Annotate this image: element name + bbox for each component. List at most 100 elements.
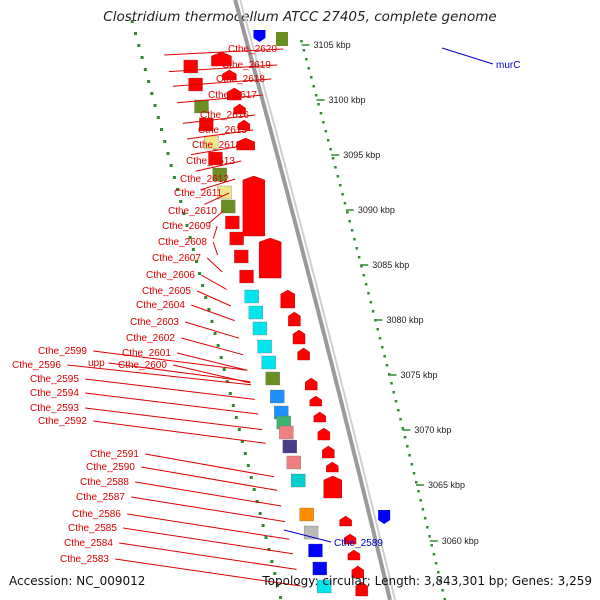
gene-leader-line (206, 257, 223, 273)
gene-feature-box (308, 543, 323, 558)
scale-dot (417, 490, 420, 493)
gene-leader-line (67, 364, 252, 386)
guide-dot (194, 260, 198, 263)
guide-dot (185, 224, 189, 227)
gene-leader-line (108, 362, 251, 383)
gene-leader-line (181, 337, 244, 356)
guide-dot (246, 464, 250, 467)
scale-dot (310, 76, 313, 79)
gene-label-cthe_2588: Cthe_2588 (80, 477, 129, 488)
gene-leader-line (85, 378, 255, 400)
guide-dot (264, 536, 268, 539)
scale-dot (390, 382, 393, 385)
guide-dot (176, 188, 180, 191)
scale-tick-label: 3065 kbp (428, 480, 465, 490)
scale-dot (319, 112, 323, 115)
gene-feature-box (244, 289, 259, 304)
gene-feature-box (217, 185, 232, 200)
scale-dot (343, 202, 347, 205)
scale-dot (302, 49, 306, 52)
backbone-line (233, 0, 392, 600)
gene-leader-line (208, 210, 224, 224)
scale-dot (421, 508, 425, 511)
guide-dot (210, 320, 214, 323)
guide-dot (130, 20, 134, 23)
scale-dot (346, 211, 349, 214)
scale-dot (443, 598, 447, 600)
gene-feature-box (239, 269, 254, 284)
scale-dot (369, 301, 373, 304)
scale-dot (360, 265, 363, 268)
guide-dot (169, 164, 173, 167)
forward-gene-arrow (347, 549, 361, 561)
scale-dot (326, 139, 330, 142)
scale-dot (430, 544, 433, 547)
gene-leader-line (200, 178, 236, 191)
scale-dot (322, 121, 325, 124)
gene-label-cthe_2584: Cthe_2584 (64, 538, 113, 549)
gene-feature-box (299, 507, 314, 522)
guide-dot (255, 500, 259, 503)
gene-leader-line (115, 558, 301, 587)
forward-gene-arrow (292, 329, 306, 345)
gene-feature-box (265, 371, 280, 386)
gene-label-cthe_2620: Cthe_2620 (228, 44, 277, 55)
gene-leader-line (283, 529, 332, 543)
gene-label-cthe_2611: Cthe_2611 (174, 188, 223, 199)
gene-label-cthe_2583: Cthe_2583 (60, 554, 109, 565)
gene-label-cthe_2606: Cthe_2606 (146, 270, 195, 281)
gene-leader-line (127, 513, 290, 540)
gene-leader-line (85, 392, 259, 415)
gene-label-cthe_2592: Cthe_2592 (38, 416, 87, 427)
scale-dot (394, 400, 398, 403)
guide-dot (261, 524, 265, 527)
gene-feature-box (221, 199, 236, 214)
scale-dot (437, 571, 440, 574)
gene-label-cthe_2590: Cthe_2590 (86, 462, 135, 473)
guide-dot (237, 428, 241, 431)
gene-label-cthe_2616: Cthe_2616 (200, 110, 249, 121)
scale-dot (317, 103, 320, 106)
gene-label-cthe_2608: Cthe_2608 (158, 237, 207, 248)
guide-dot (213, 332, 217, 335)
guide-dot (179, 200, 183, 203)
scale-tick-label: 3090 kbp (358, 205, 395, 215)
forward-gene-arrow (305, 377, 318, 391)
gene-label-cthe_2612: Cthe_2612 (180, 174, 229, 185)
gene-label-cthe_2596: Cthe_2596 (12, 360, 61, 371)
scale-dot (423, 517, 427, 520)
scale-dot (434, 562, 438, 565)
forward-gene-arrow (322, 445, 335, 459)
guide-dot (163, 140, 167, 143)
guide-dot (243, 452, 247, 455)
scale-dot (355, 247, 359, 250)
gene-feature-box (225, 215, 240, 230)
guide-dot (147, 80, 151, 83)
gene-label-cthe_2595: Cthe_2595 (30, 374, 79, 385)
gene-feature-box (229, 231, 244, 246)
guide-dot (240, 440, 244, 443)
guide-dot (150, 92, 154, 95)
scale-dot (403, 436, 407, 439)
scale-dot (399, 418, 402, 421)
guide-dot (160, 128, 164, 131)
gene-label-cthe_2587: Cthe_2587 (76, 492, 125, 503)
guide-dot (143, 68, 147, 71)
guide-dot (140, 56, 144, 59)
scale-dot (353, 238, 356, 241)
guide-dot (153, 104, 157, 107)
gene-leader-line (119, 542, 297, 570)
gene-leader-line (131, 496, 286, 523)
scale-dot (428, 535, 431, 538)
gene-leader-line (191, 144, 248, 156)
gene-label-cthe_2613: Cthe_2613 (186, 156, 235, 167)
gene-label-cthe_2609: Cthe_2609 (162, 221, 211, 232)
forward-gene-arrow (233, 103, 246, 115)
gene-leader-line (204, 192, 230, 205)
guide-dot (279, 596, 283, 599)
gene-feature-box (257, 339, 272, 354)
guide-dot (166, 152, 170, 155)
scale-dot (378, 337, 382, 340)
forward-gene-arrow (317, 427, 331, 441)
gene-leader-line (93, 350, 248, 371)
